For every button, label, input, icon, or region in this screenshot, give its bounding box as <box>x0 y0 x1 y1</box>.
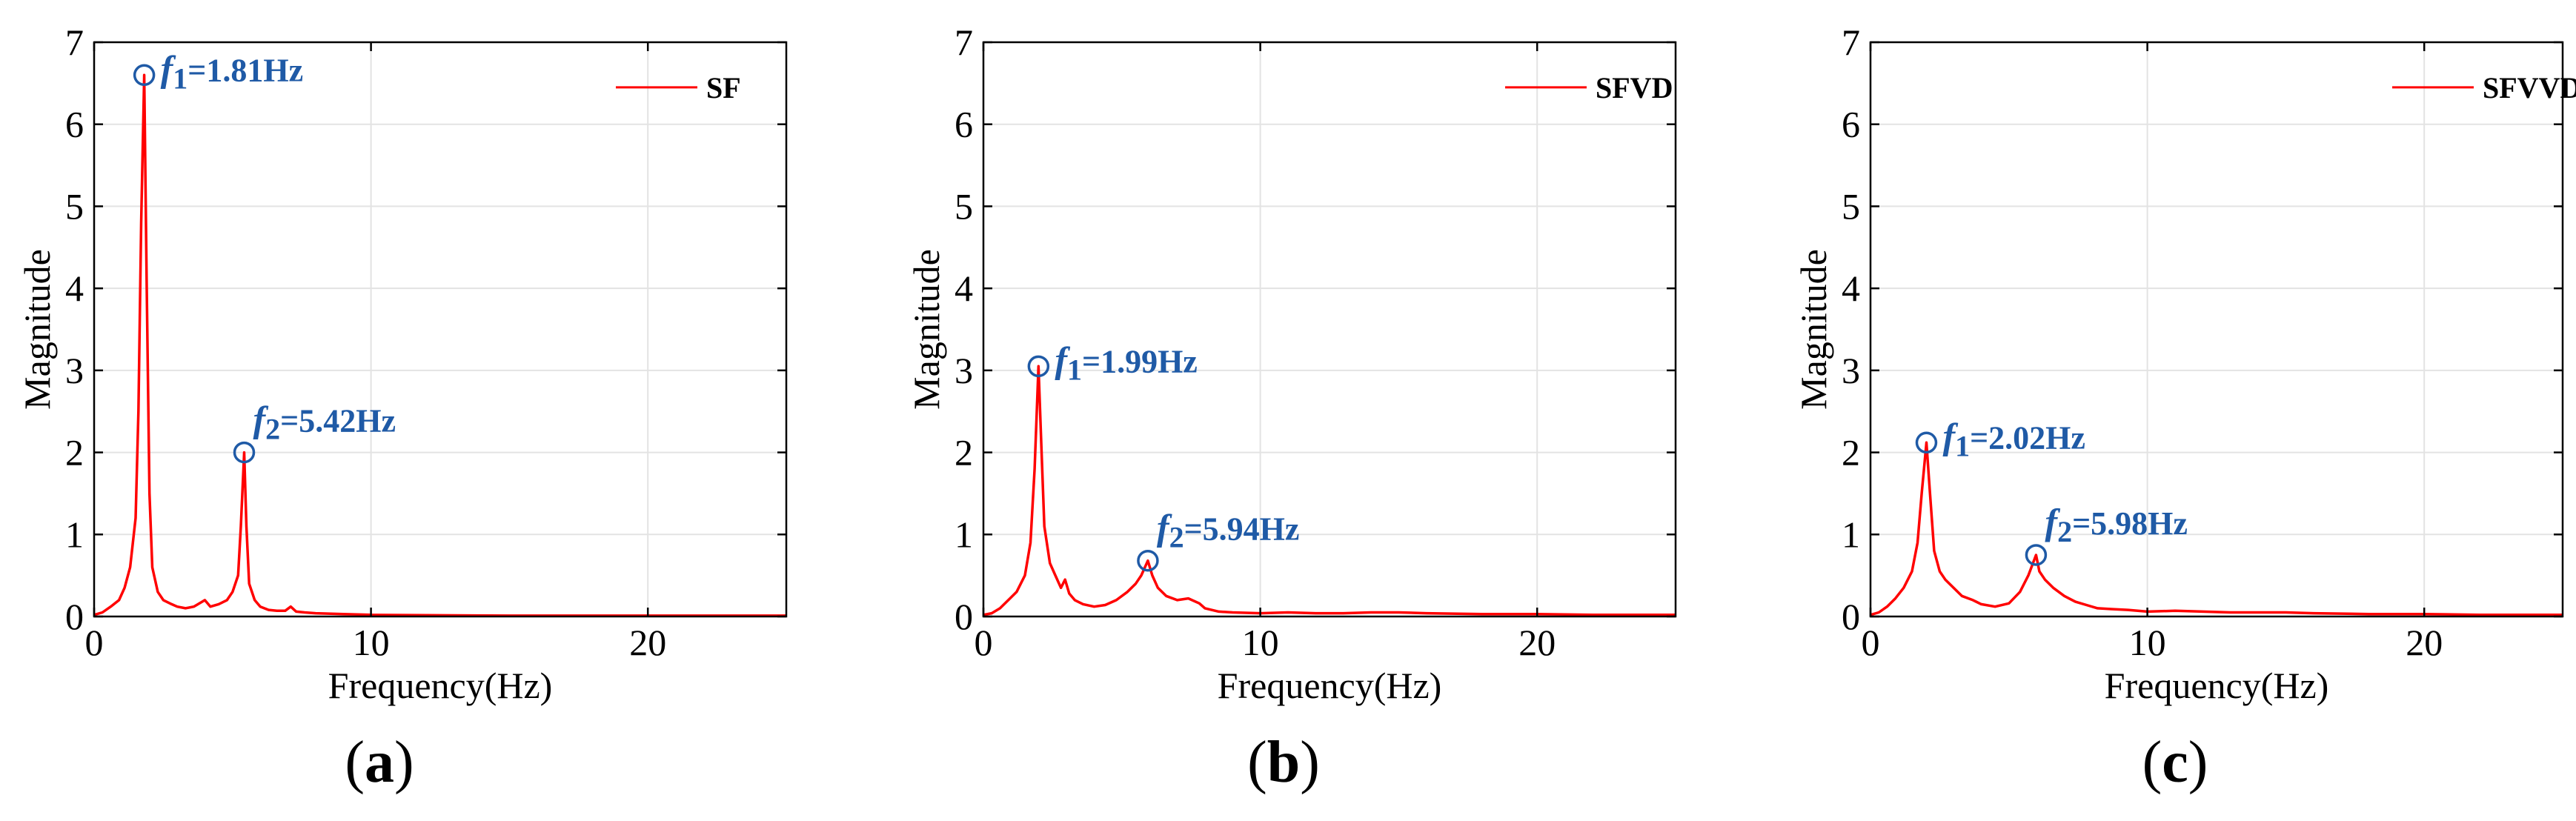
y-axis-title: Magnitude <box>1793 249 1834 410</box>
peak-label: =1.81Hz <box>187 52 303 88</box>
peak-subscript: 1 <box>1067 353 1082 386</box>
y-tick-label: 6 <box>1842 104 1860 145</box>
x-tick-label: 20 <box>629 622 666 663</box>
y-tick-label: 3 <box>65 350 84 391</box>
y-axis-title: Magnitude <box>16 249 58 410</box>
peak-symbol: f <box>2045 501 2060 542</box>
peak-marker <box>2025 544 2048 566</box>
y-tick-label: 1 <box>65 513 84 555</box>
caption-close-paren: ) <box>1300 730 1320 795</box>
peak-subscript: 2 <box>1169 521 1184 554</box>
peak-marker <box>133 64 156 87</box>
x-tick-label: 0 <box>1862 622 1880 663</box>
peak-label: =5.94Hz <box>1184 511 1300 548</box>
peak-subscript: 1 <box>173 62 187 95</box>
peak-symbol: f <box>1942 415 1958 456</box>
plot-frame <box>982 41 1677 618</box>
x-tick-label: 10 <box>2129 622 2166 663</box>
gridlines <box>983 42 1676 616</box>
panel-caption: (b) <box>1247 730 1320 795</box>
x-axis-title: Frequency(Hz) <box>2105 665 2329 706</box>
y-tick-label: 1 <box>955 513 973 555</box>
caption-close-paren: ) <box>2188 730 2208 795</box>
y-tick-label: 1 <box>1842 513 1860 555</box>
y-tick-label: 0 <box>65 596 84 637</box>
x-tick-label: 10 <box>1242 622 1279 663</box>
panel-caption: (c) <box>2142 730 2208 795</box>
series-line <box>983 365 1676 616</box>
chart-panel-b: 0 10 20 0 1 2 3 4 5 6 7 Frequency(Hz) Magnitude SFVD f… <box>906 21 1677 795</box>
caption-close-paren: ) <box>394 730 414 795</box>
y-tick-label: 0 <box>1842 596 1860 637</box>
chart-panel-c: 0 10 20 0 1 2 3 4 5 6 7 Frequency(Hz) Magnitude SFVVD… <box>1793 21 2576 795</box>
x-axis-title: Frequency(Hz) <box>328 665 553 706</box>
legend-label: SF <box>706 71 741 104</box>
peak-annotation: f1=1.99Hz <box>1055 339 1197 386</box>
peak-label: =1.99Hz <box>1082 343 1198 379</box>
x-tick-label: 20 <box>2406 622 2443 663</box>
legend-label: SFVVD <box>2483 71 2576 104</box>
peak-annotation: f1=1.81Hz <box>161 47 303 95</box>
gridlines <box>1870 42 2563 616</box>
y-tick-label: 2 <box>1842 432 1860 473</box>
x-tick-label: 10 <box>353 622 390 663</box>
peak-symbol: f <box>1055 339 1070 380</box>
series-line <box>93 73 786 617</box>
y-tick-label: 4 <box>65 267 84 309</box>
peak-marker <box>1915 431 1938 454</box>
caption-open-paren: ( <box>345 730 365 795</box>
panel-caption: (a) <box>345 730 414 795</box>
peak-marker <box>233 441 256 464</box>
y-tick-label: 5 <box>955 185 973 227</box>
peak-marker <box>1027 355 1050 378</box>
legend-label: SFVD <box>1596 71 1673 104</box>
peak-subscript: 2 <box>265 413 280 446</box>
caption-letter: c <box>2162 730 2188 795</box>
y-tick-label: 3 <box>955 350 973 391</box>
y-tick-label: 7 <box>65 21 84 63</box>
y-tick-label: 3 <box>1842 350 1860 391</box>
peak-annotation: f2=5.98Hz <box>2045 501 2187 548</box>
peak-annotation: f2=5.94Hz <box>1157 507 1299 554</box>
peak-symbol: f <box>1157 507 1172 548</box>
x-tick-label: 0 <box>975 622 993 663</box>
y-axis-title: Magnitude <box>906 249 947 410</box>
caption-letter: a <box>365 730 394 795</box>
peak-subscript: 2 <box>2057 515 2072 548</box>
x-tick-label: 20 <box>1518 622 1556 663</box>
y-tick-label: 7 <box>955 21 973 63</box>
peak-symbol: f <box>253 399 268 440</box>
y-tick-label: 7 <box>1842 21 1860 63</box>
peak-marker <box>1137 549 1159 572</box>
y-tick-label: 4 <box>955 267 973 309</box>
peak-subscript: 1 <box>1955 429 1970 462</box>
peak-annotation: f1=2.02Hz <box>1942 415 2085 462</box>
chart-panel-a: 0 10 2001234567Frequency(Hz)MagnitudeSFf1=… <box>16 21 788 795</box>
y-tick-label: 2 <box>955 432 973 473</box>
y-tick-label: 2 <box>65 432 84 473</box>
series-line <box>1870 441 2563 616</box>
gridlines <box>94 42 786 616</box>
caption-open-paren: ( <box>2142 730 2162 795</box>
peak-annotation: f2=5.42Hz <box>253 399 395 446</box>
x-tick-label: 0 <box>85 622 104 663</box>
y-tick-label: 6 <box>955 104 973 145</box>
y-tick-label: 4 <box>1842 267 1860 309</box>
y-tick-label: 5 <box>1842 185 1860 227</box>
plot-frame <box>93 41 788 618</box>
x-axis-title: Frequency(Hz) <box>1218 665 1442 706</box>
caption-letter: b <box>1267 730 1301 795</box>
caption-open-paren: ( <box>1247 730 1267 795</box>
peak-label: =2.02Hz <box>1970 419 2085 456</box>
y-tick-label: 6 <box>65 104 84 145</box>
peak-label: =5.98Hz <box>2072 505 2188 542</box>
plot-frame <box>1869 41 2564 618</box>
peak-symbol: f <box>161 47 176 89</box>
y-tick-label: 0 <box>955 596 973 637</box>
peak-label: =5.42Hz <box>280 403 396 439</box>
y-tick-label: 5 <box>65 185 84 227</box>
